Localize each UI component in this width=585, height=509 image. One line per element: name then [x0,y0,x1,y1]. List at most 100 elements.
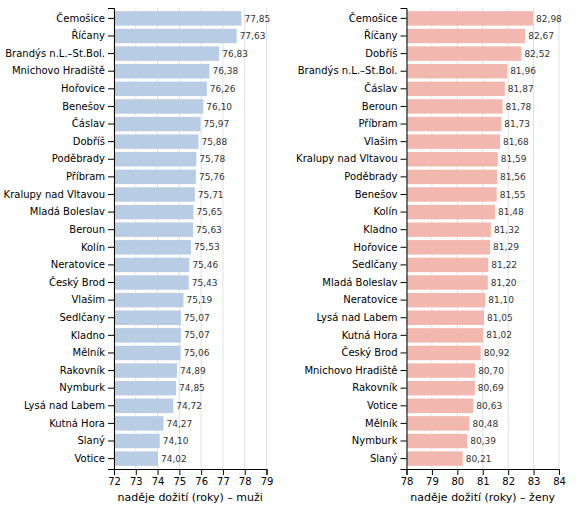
tick: Kladno [71,330,114,341]
tick: Kralupy nad Vltavou [296,153,406,164]
grid-line [508,8,509,469]
tick: Říčany [364,29,407,41]
tick: Čáslav [364,82,406,94]
tick: Mnichovo Hradiště [12,65,114,76]
tick-mark [401,458,407,459]
tick-mark [108,124,114,125]
tick-label: Příbram [358,118,397,129]
tick: 75 [173,469,186,487]
tick-mark [108,458,114,459]
tick-label: Čemošice [56,12,105,24]
tick-label: Příbram [66,171,105,182]
tick-label: Kolín [81,242,105,253]
data-label: 74,02 [161,454,187,464]
tick: Benešov [62,101,114,112]
tick: Čáslav [72,117,114,129]
bar [114,152,196,166]
tick-mark [108,35,114,36]
tick-mark [401,282,407,283]
tick-label: Říčany [364,29,398,41]
data-label: 80,39 [470,436,496,446]
tick: Rakovník [60,365,114,376]
bar [407,205,495,219]
tick-label: 79 [261,476,274,487]
bar [114,170,196,184]
data-label: 76,83 [222,49,248,59]
tick-label: Kladno [363,224,397,235]
chart-canvas: 7273747576777879ČemošiceŘíčanyBrandýs n.… [0,0,585,509]
tick-label: 83 [528,476,541,487]
data-label: 80,92 [484,348,510,358]
bar [114,434,160,448]
tick-mark [401,18,407,19]
data-label: 75,06 [184,348,210,358]
bar [407,381,475,395]
tick-mark [401,141,407,142]
tick-mark [534,469,535,475]
x-axis: 7273747576777879 [108,469,273,487]
bar [407,258,489,272]
data-label: 81,20 [491,278,517,288]
data-label: 81,32 [494,225,520,235]
bar [407,152,498,166]
tick-label: Poděbrady [344,171,397,182]
bar [407,29,526,43]
tick: 84 [553,469,566,487]
tick-label: Kladno [71,330,105,341]
data-label: 76,10 [206,102,232,112]
tick-mark [401,35,407,36]
tick-mark [401,229,407,230]
tick-mark [401,388,407,389]
y-axis: ČemošiceŘíčanyDobříšBrandýs n.L.–St.Bol.… [296,9,407,470]
data-label: 75,78 [199,154,225,164]
data-label: 81,22 [491,260,517,270]
data-label: 81,96 [510,66,536,76]
bar [407,240,491,254]
tick-label: Lysá nad Labem [316,312,397,323]
data-label: 76,26 [210,84,236,94]
tick-mark [401,405,407,406]
tick-mark [136,469,137,475]
tick-label: Benešov [62,101,105,112]
tick: Sedlčany [59,312,114,323]
tick-mark [401,317,407,318]
tick: Lysá nad Labem [316,312,406,323]
tick: Slaný [77,435,114,446]
panel: 7273747576777879ČemošiceŘíčanyBrandýs n.… [4,8,274,504]
grid-line [222,8,223,469]
data-label: 81,10 [488,295,514,305]
tick-label: Slaný [77,435,105,446]
tick-mark [108,282,114,283]
bar [407,170,497,184]
tick-label: 74 [152,476,165,487]
tick-label: Kolín [373,206,397,217]
axis-line [108,9,115,470]
data-label: 76,38 [212,66,238,76]
tick: Brandýs n.L.–St.Bol. [5,48,114,59]
tick: Neratovice [343,294,406,305]
bar [114,11,241,25]
bar [407,363,476,377]
data-label: 74,72 [176,401,202,411]
tick-mark [401,423,407,424]
bar [114,82,207,96]
bar [407,117,502,131]
data-label: 74,27 [166,419,192,429]
tick-mark [108,317,114,318]
tick-label: Hořovice [61,83,105,94]
tick: Nymburk [352,435,407,446]
tick-label: 76 [195,476,208,487]
tick: Slaný [370,453,407,464]
y-axis: ČemošiceŘíčanyBrandýs n.L.–St.Bol.Mnicho… [4,9,115,470]
bar [114,205,194,219]
tick-label: Vlašim [72,294,105,305]
data-label: 82,52 [524,49,550,59]
tick-label: Mělník [73,347,106,358]
tick: Příbram [358,118,406,129]
tick: Nymburk [59,382,114,393]
data-label: 80,69 [478,383,504,393]
bar [114,346,181,360]
tick-label: Brandýs n.L.–St.Bol. [298,65,398,76]
grid-line [559,8,560,469]
tick: Kralupy nad Vltavou [4,189,114,200]
